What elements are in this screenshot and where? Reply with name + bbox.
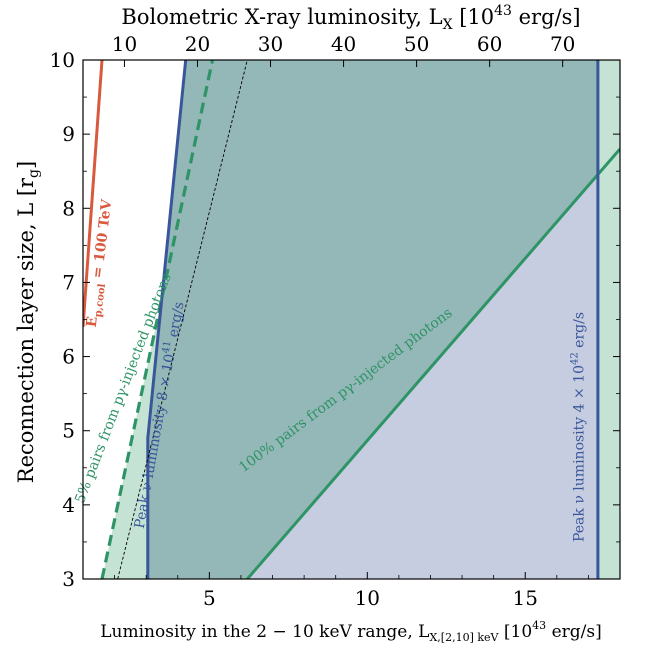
overlap-region-extension [155,60,213,361]
top-x-tick-label: 30 [258,32,283,56]
top-x-tick-label: 20 [185,32,210,56]
series-line-2 [100,60,215,579]
shaded-regions [102,60,620,579]
top-x-tick-label: 50 [404,32,429,56]
x-axis-title: Luminosity in the 2 − 10 keV range, LX,[… [100,619,601,644]
series-line-6 [117,60,248,579]
top-x-tick-label: 40 [331,32,356,56]
annotation-5: Peak ν luminosity 4 × 1042 erg/s [570,312,588,542]
y-tick-label: 4 [62,493,75,517]
series-line-4 [146,60,188,579]
y-tick-label: 3 [62,567,75,591]
y-tick-label: 8 [62,196,75,220]
axis-ticks: 5 10 15 3 4 5 6 7 8 9 10 10 20 30 40 50 60 70 [50,32,621,610]
y-axis-title: Reconnection layer size, L [rg] [14,161,42,483]
top-axis-title: Bolometric X-ray luminosity, LX [1043 er… [121,3,580,33]
y-tick-label: 5 [62,419,75,443]
y-tick-label: 6 [62,345,75,369]
x-tick-label: 15 [513,586,538,610]
series-lines [83,60,620,579]
top-x-tick-label: 10 [112,32,137,56]
y-tick-label: 7 [62,270,75,294]
x-tick-label: 10 [355,586,380,610]
top-x-tick-label: 70 [550,32,575,56]
overlap-region [147,60,598,579]
y-tick-label: 10 [50,48,75,72]
y-tick-label: 9 [62,122,75,146]
x-tick-label: 5 [203,586,216,610]
series-line-3 [246,148,620,579]
top-x-tick-label: 60 [477,32,502,56]
